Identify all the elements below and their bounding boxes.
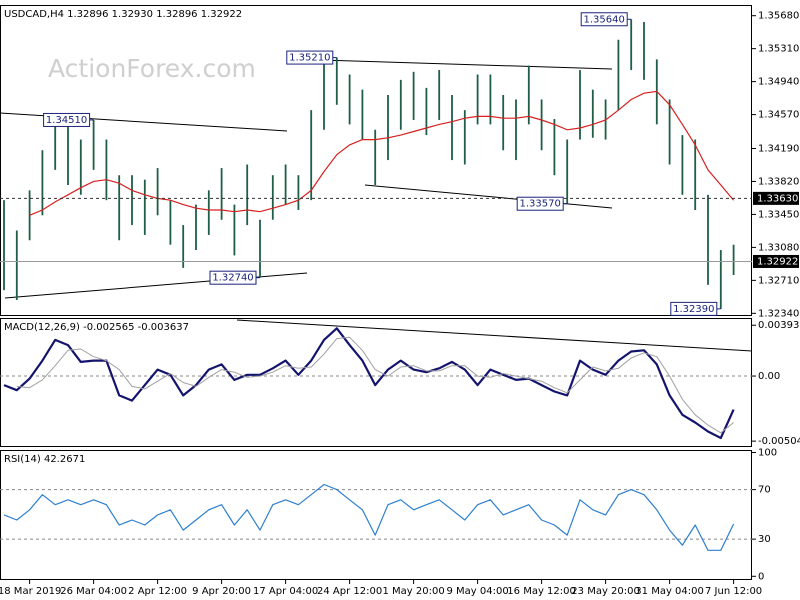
x-tick-label: 9 Apr 20:00 <box>192 586 251 597</box>
x-tick-label: 18 Mar 2019 <box>0 586 61 597</box>
y-tick-label: 1.33820 <box>758 176 799 187</box>
x-tick-label: 31 May 04:00 <box>635 586 704 597</box>
y-tick-label: -0.005044 <box>758 436 800 447</box>
moving-average <box>29 90 735 216</box>
y-tick-label: 1.32340 <box>758 308 799 319</box>
price-level-box <box>753 254 799 268</box>
watermark: ActionForex.com <box>48 54 256 83</box>
panel-title: USDCAD,H4 1.32896 1.32930 1.32896 1.3292… <box>4 9 242 20</box>
y-tick-label: 100 <box>758 447 777 458</box>
y-tick-label: 1.34190 <box>758 143 799 154</box>
annotation-label: 1.33570 <box>520 199 561 210</box>
x-tick-label: 16 May 12:00 <box>507 586 576 597</box>
annotation-box <box>516 196 564 211</box>
annotation-box <box>670 301 718 316</box>
panel-frame <box>0 318 752 447</box>
panel-frame <box>0 450 752 580</box>
annotation-label: 1.32740 <box>212 273 253 284</box>
y-tick-label: 30 <box>758 534 771 545</box>
annotation-label: 1.34510 <box>46 115 87 126</box>
indicator-line <box>3 327 735 440</box>
annotation-label: 1.35210 <box>289 53 330 64</box>
panel-title: MACD(12,26,9) -0.002565 -0.003637 <box>4 322 189 333</box>
panel-title: RSI(14) 42.2671 <box>4 454 85 465</box>
y-tick-label: 1.33450 <box>758 209 799 220</box>
x-tick-label: 7 Jun 12:00 <box>705 586 762 597</box>
y-tick-label: 1.34940 <box>758 77 799 88</box>
x-tick-label: 1 May 20:00 <box>382 586 444 597</box>
trend-line <box>4 272 308 299</box>
x-tick-label: 24 Apr 12:00 <box>317 586 382 597</box>
annotation-label: 1.32390 <box>673 304 714 315</box>
y-tick-label: 1.35310 <box>758 44 799 55</box>
annotation-label: 1.35640 <box>584 14 625 25</box>
annotation-box <box>286 50 334 65</box>
x-tick-label: 26 Mar 04:00 <box>60 586 127 597</box>
y-tick-label: 0 <box>758 571 764 582</box>
x-tick-label: 23 May 20:00 <box>571 586 640 597</box>
indicator-line <box>3 483 735 551</box>
price-level-label: 1.33630 <box>757 193 798 204</box>
x-tick-label: 2 Apr 12:00 <box>128 586 187 597</box>
annotation-box <box>43 112 91 127</box>
price-level-label: 1.32922 <box>757 256 798 267</box>
indicator-line <box>16 336 734 434</box>
y-tick-label: 0.00 <box>758 371 780 382</box>
annotation-box <box>580 12 628 27</box>
annotation-box <box>209 270 257 285</box>
trend-line <box>236 319 753 352</box>
x-tick-label: 17 Apr 04:00 <box>253 586 318 597</box>
y-tick-label: 0.003939 <box>758 320 800 331</box>
y-tick-label: 1.33080 <box>758 242 799 253</box>
y-tick-label: 1.35680 <box>758 11 799 22</box>
trend-line <box>364 184 613 209</box>
trend-line <box>319 59 613 70</box>
panel-frame <box>0 5 752 316</box>
x-tick-label: 9 May 04:00 <box>446 586 508 597</box>
y-tick-label: 70 <box>758 485 771 496</box>
y-tick-label: 1.32710 <box>758 275 799 286</box>
price-level-box <box>753 191 799 205</box>
y-tick-label: 1.34570 <box>758 110 799 121</box>
